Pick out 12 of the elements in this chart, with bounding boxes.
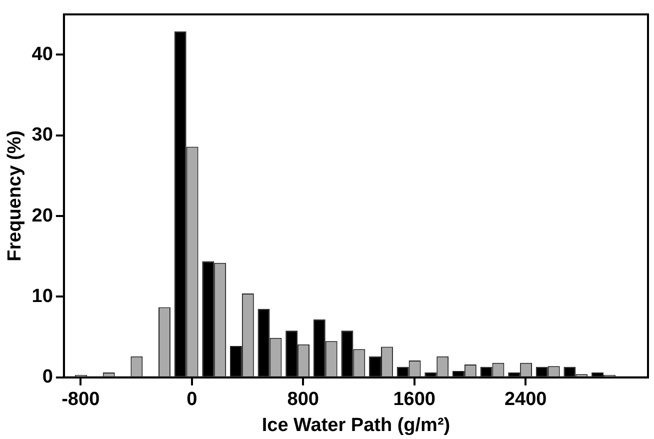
x-tick-label: 1600 (393, 389, 436, 410)
x-tick-label: 800 (287, 389, 319, 410)
x-tick-label: 2400 (504, 389, 547, 410)
y-tick-label: 30 (32, 124, 53, 146)
y-axis-title: Frequency (%) (4, 130, 26, 262)
y-tick-label: 20 (32, 205, 53, 226)
y-tick-label: 0 (42, 366, 53, 388)
y-tick-label: 40 (32, 44, 53, 65)
x-tick-label: 0 (186, 389, 198, 410)
y-tick-label: 10 (32, 286, 53, 307)
x-axis-title: Ice Water Path (g/m²) (262, 414, 450, 436)
x-tick-label: -800 (62, 389, 100, 410)
